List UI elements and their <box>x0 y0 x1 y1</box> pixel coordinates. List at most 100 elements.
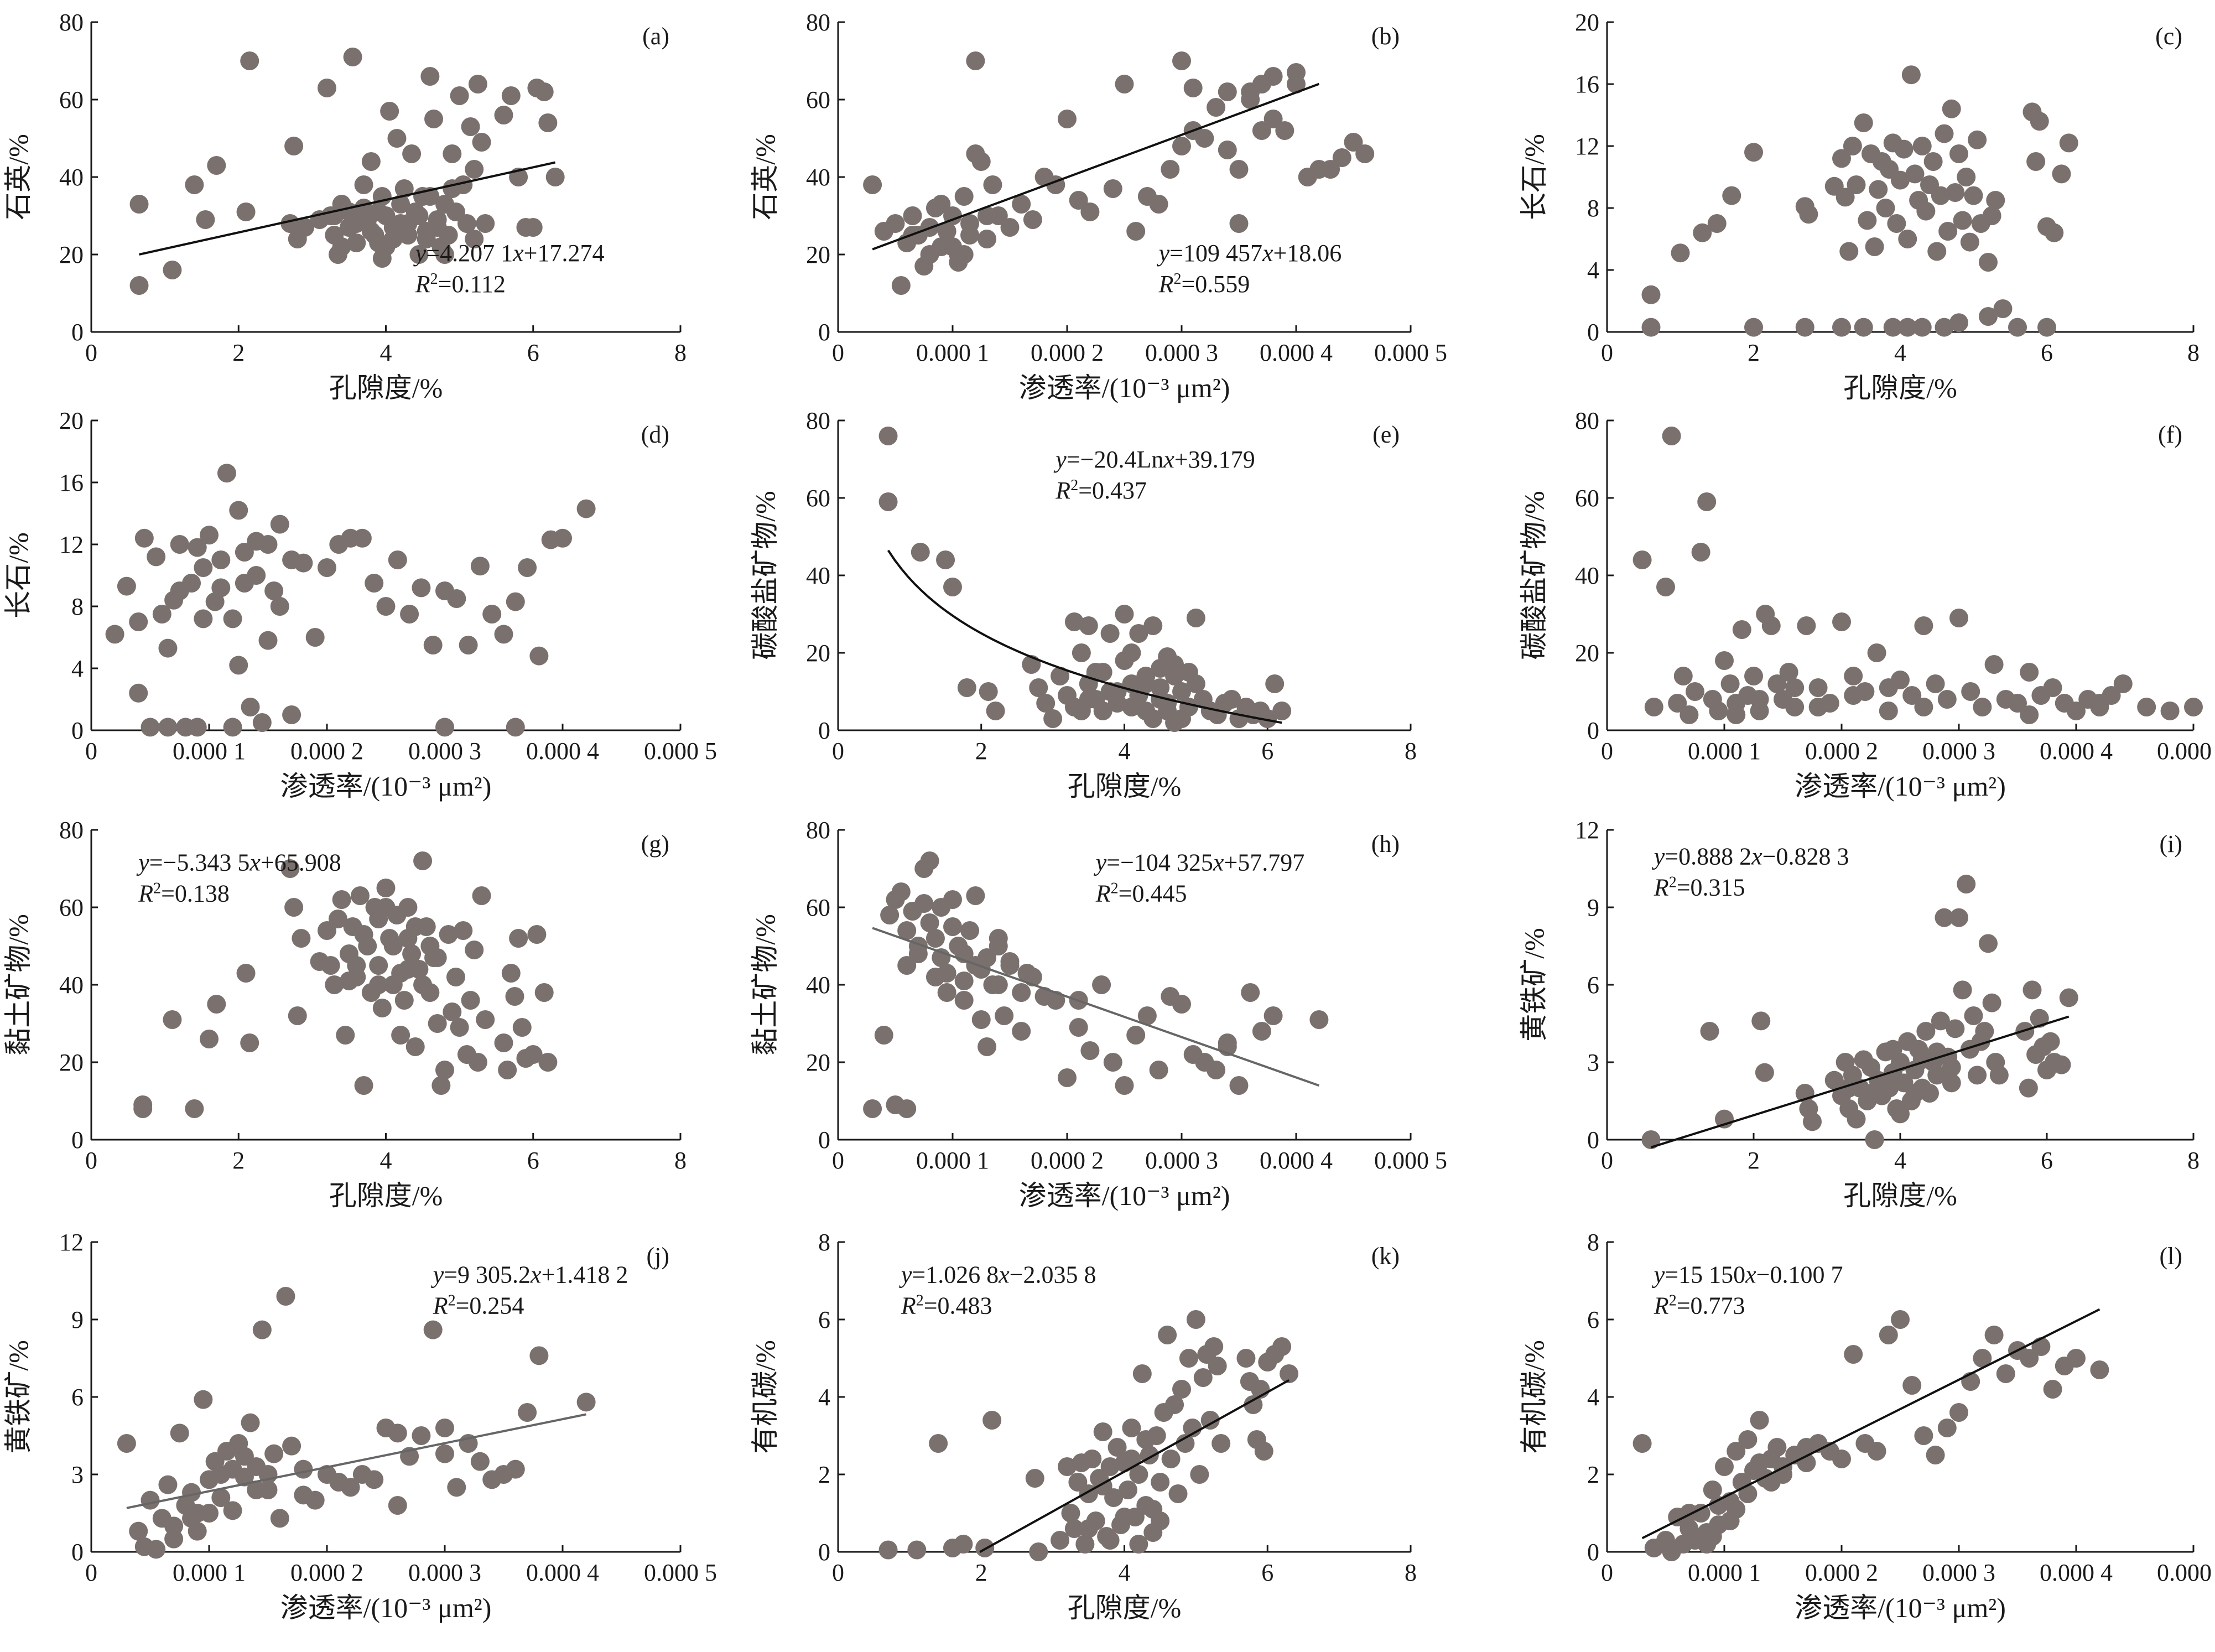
data-point <box>258 535 278 554</box>
data-point <box>394 991 414 1010</box>
x-tick-label: 2 <box>232 1147 245 1174</box>
data-point <box>1973 698 1992 716</box>
data-point <box>258 631 278 650</box>
x-axis-label: 孔隙度/% <box>329 372 443 403</box>
x-tick-label: 8 <box>2187 1147 2200 1174</box>
data-point <box>1803 1112 1822 1131</box>
data-point <box>409 245 429 264</box>
y-tick-label: 80 <box>806 9 830 36</box>
data-point <box>428 218 447 237</box>
data-point <box>1836 188 1855 207</box>
y-tick-label: 9 <box>71 1306 84 1333</box>
data-point <box>129 195 149 214</box>
data-point <box>518 1403 537 1422</box>
x-tick-label: 0.000 1 <box>916 1147 989 1174</box>
data-point <box>235 543 254 562</box>
data-point <box>223 718 242 737</box>
data-point <box>1839 242 1859 261</box>
data-point <box>1905 164 1925 184</box>
fit-equation: y=−20.4Lnx+39.179 <box>1053 446 1255 473</box>
data-point <box>553 528 572 548</box>
data-point <box>1744 667 1763 685</box>
x-axis-label: 渗透率/(10⁻³ μm²) <box>1019 372 1230 403</box>
data-point <box>2020 705 2039 724</box>
y-tick-label: 16 <box>1575 71 1599 98</box>
data-point <box>365 574 384 593</box>
data-point <box>170 581 189 600</box>
data-point <box>435 1419 454 1437</box>
chart-panel-h: 0 0.000 1 0.000 2 0.000 3 0.000 4 0.000 5 0 20 4… <box>750 817 1447 1211</box>
data-point <box>292 929 311 948</box>
data-point <box>1795 318 1814 337</box>
data-point <box>1898 318 1917 337</box>
data-point <box>185 175 204 194</box>
data-point <box>1265 674 1285 693</box>
data-point <box>1979 253 1998 272</box>
data-point <box>383 937 403 955</box>
data-point <box>1244 1395 1263 1414</box>
data-point <box>1858 211 1877 230</box>
data-point <box>1272 1337 1292 1356</box>
y-tick-label: 20 <box>59 241 84 268</box>
panel-tag: (d) <box>641 421 669 448</box>
data-point <box>1968 1066 1987 1085</box>
data-point <box>2059 988 2078 1007</box>
data-point <box>141 1490 160 1510</box>
data-point <box>350 886 370 905</box>
data-point <box>163 1010 182 1029</box>
y-tick-label: 8 <box>1587 1229 1599 1256</box>
y-tick-label: 60 <box>59 894 84 921</box>
data-point <box>394 179 414 198</box>
data-point <box>476 1010 495 1029</box>
y-tick-label: 2 <box>1587 1461 1599 1488</box>
data-point <box>435 245 454 264</box>
data-point <box>1321 160 1340 179</box>
x-tick-label: 0 <box>85 339 97 366</box>
data-point <box>117 576 136 596</box>
data-point <box>1693 223 1712 242</box>
data-point <box>880 906 899 924</box>
y-tick-label: 20 <box>806 241 830 268</box>
data-point <box>1867 643 1886 662</box>
data-point <box>163 261 182 279</box>
fit-equation: y=1.026 8x−2.035 8 <box>899 1261 1096 1289</box>
data-point <box>470 557 490 576</box>
data-point <box>1143 616 1163 635</box>
data-point <box>276 1287 295 1306</box>
data-point <box>318 79 336 97</box>
data-point <box>527 925 547 944</box>
x-tick-label: 0.000 1 <box>1688 737 1761 765</box>
data-point <box>1086 663 1105 682</box>
data-point <box>505 987 524 1006</box>
data-point <box>494 106 513 124</box>
data-point <box>369 956 388 975</box>
data-point <box>305 628 325 647</box>
data-point <box>413 975 433 994</box>
data-point <box>1914 1426 1933 1445</box>
data-point <box>402 944 422 963</box>
data-point <box>468 75 487 93</box>
data-point <box>1891 1310 1910 1329</box>
data-point <box>1355 144 1375 163</box>
data-point <box>529 1346 549 1365</box>
y-tick-label: 0 <box>818 1539 830 1566</box>
x-tick-label: 0.000 3 <box>408 1559 481 1586</box>
data-point <box>1668 694 1687 713</box>
data-point <box>117 1434 136 1453</box>
x-tick-label: 0.000 4 <box>2040 1559 2113 1586</box>
trend-line <box>872 82 1320 251</box>
data-point <box>105 625 124 644</box>
data-point <box>200 526 219 545</box>
data-point <box>376 206 396 225</box>
data-point <box>1883 318 1902 337</box>
data-point <box>1115 605 1134 624</box>
data-point <box>1100 1457 1120 1476</box>
data-point <box>1691 543 1710 562</box>
data-point <box>217 464 236 483</box>
data-point <box>318 558 336 577</box>
data-point <box>1761 1473 1781 1492</box>
data-point <box>240 1033 259 1052</box>
data-point <box>1751 1011 1771 1031</box>
